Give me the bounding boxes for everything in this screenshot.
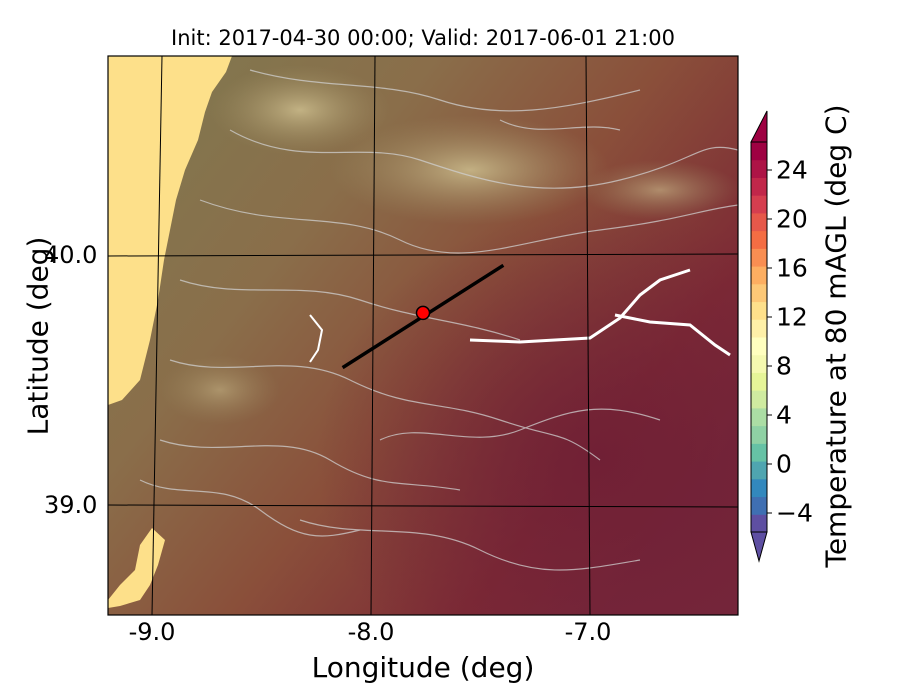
y-tick-label: 39.0 bbox=[44, 491, 98, 519]
colorbar-segment bbox=[751, 425, 767, 444]
colorbar-tick-label: 8 bbox=[776, 351, 792, 381]
colorbar-segment bbox=[751, 514, 767, 533]
colorbar-tick-label: 16 bbox=[776, 253, 808, 283]
x-tick-label: -8.0 bbox=[347, 618, 395, 646]
colorbar-tick-label: 20 bbox=[776, 204, 808, 234]
ocean-area bbox=[108, 56, 232, 405]
colorbar-tick-label: 4 bbox=[776, 400, 792, 430]
colorbar-segment bbox=[751, 230, 767, 249]
colorbar-segment bbox=[751, 248, 767, 267]
map-overlay bbox=[341, 263, 505, 370]
colorbar-segment bbox=[751, 283, 767, 303]
meridian-line bbox=[151, 56, 163, 615]
colorbar-frame bbox=[750, 141, 768, 533]
colorbar-tick-label: 0 bbox=[776, 449, 792, 479]
colorbar-segment bbox=[751, 407, 767, 427]
colorbar-extend-top bbox=[750, 110, 768, 143]
x-axis-label: Longitude (deg) bbox=[311, 651, 535, 684]
colorbar-label: Temperature at 80 mAGL (deg C) bbox=[819, 104, 853, 568]
y-axis-label: Latitude (deg) bbox=[21, 236, 55, 436]
colorbar-segment bbox=[751, 177, 767, 196]
graticule bbox=[108, 56, 738, 615]
contour-lines bbox=[139, 69, 738, 571]
colorbar bbox=[750, 110, 772, 563]
mountain-range-area bbox=[330, 115, 610, 225]
colorbar-segment bbox=[751, 372, 767, 391]
x-tick-label: -7.0 bbox=[564, 618, 612, 646]
colorbar-segment bbox=[751, 390, 767, 409]
colorbar-tick-label: 24 bbox=[776, 155, 808, 185]
colorbar-segment bbox=[751, 142, 767, 161]
colorbar-segment bbox=[751, 301, 767, 320]
colorbar-tick-label: 12 bbox=[776, 302, 808, 332]
meridian-line bbox=[585, 56, 591, 615]
colorbar-segment bbox=[751, 461, 767, 480]
x-tick-label: -9.0 bbox=[128, 618, 176, 646]
y-tick-label: 40.0 bbox=[44, 241, 98, 269]
map-background bbox=[108, 56, 738, 615]
ocean-area-south bbox=[108, 528, 165, 608]
map-frame bbox=[107, 55, 739, 616]
river-channel bbox=[469, 268, 691, 344]
plot-title: Init: 2017-04-30 00:00; Valid: 2017-06-0… bbox=[171, 26, 675, 50]
colorbar-segment bbox=[751, 354, 767, 373]
colorbar-segment bbox=[751, 195, 767, 214]
colorbar-segment bbox=[751, 496, 767, 515]
colorbar-extend-bottom bbox=[750, 531, 768, 563]
parallel-line bbox=[108, 253, 738, 257]
colorbar-segment bbox=[751, 443, 767, 462]
colorbar-segment bbox=[751, 212, 767, 232]
colorbar-segment bbox=[751, 478, 767, 498]
colorbar-tick-label: −4 bbox=[776, 498, 813, 528]
parallel-line bbox=[108, 504, 738, 508]
meridian-line bbox=[370, 56, 376, 615]
colorbar-segment bbox=[751, 337, 767, 356]
colorbar-segment bbox=[751, 319, 767, 338]
location-marker bbox=[415, 305, 431, 321]
colorbar-segment bbox=[751, 159, 767, 178]
colorbar-segment bbox=[751, 266, 767, 285]
